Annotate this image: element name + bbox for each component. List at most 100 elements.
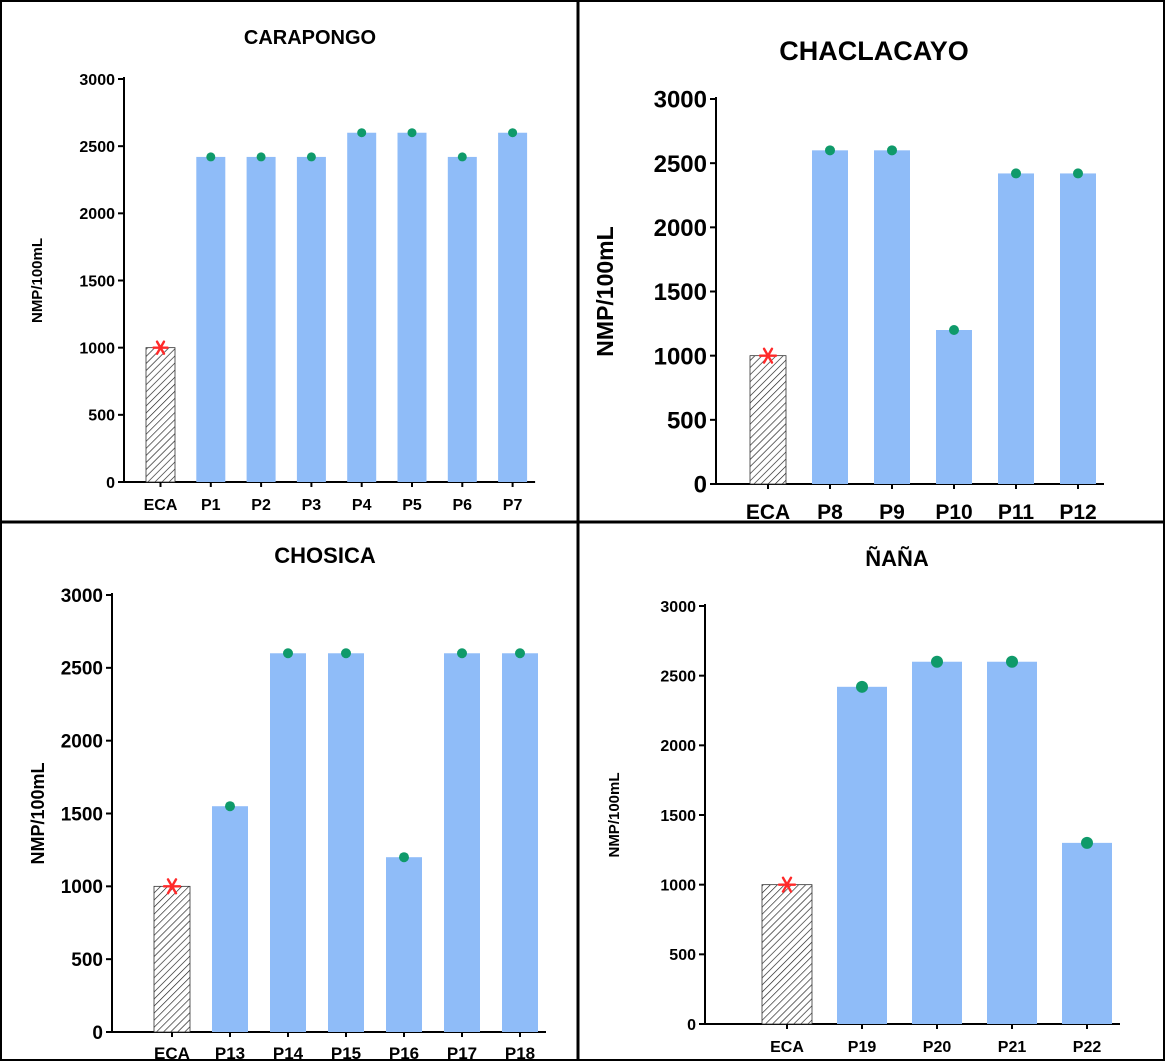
x-tick-label: P2	[251, 497, 271, 514]
y-tick-label: 1500	[654, 279, 707, 306]
bar-p4	[347, 132, 377, 482]
bar-p11	[998, 173, 1034, 484]
point-marker	[399, 852, 409, 863]
x-tick-label: P11	[998, 501, 1035, 524]
x-tick-label: ECA	[144, 497, 178, 514]
bar-p15	[328, 653, 364, 1032]
y-tick-label: 2500	[654, 151, 707, 178]
bar-p1	[196, 156, 226, 482]
point-marker	[306, 152, 316, 162]
y-tick-label: 1000	[61, 877, 103, 898]
point-marker	[1011, 168, 1021, 179]
y-tick-label: 0	[92, 1023, 103, 1044]
bar-p9	[874, 150, 910, 485]
point-marker	[949, 325, 959, 335]
y-tick-label: 1500	[660, 808, 696, 825]
y-tick-label: 1000	[654, 343, 707, 370]
bar-p2	[246, 156, 276, 482]
y-tick-label: 3000	[654, 87, 707, 114]
y-tick-label: 0	[694, 472, 707, 499]
point-marker	[457, 152, 467, 162]
eca-marker	[758, 347, 778, 364]
bar-eca	[153, 885, 191, 1033]
bar-p12	[1060, 173, 1096, 484]
bar-p17	[444, 653, 480, 1032]
bar-p6	[447, 156, 477, 482]
y-tick-label: 2500	[79, 139, 115, 156]
bar-p21	[987, 661, 1037, 1024]
y-axis-label: NMP/100mL	[592, 226, 618, 356]
x-tick-label: P4	[352, 497, 372, 514]
x-tick-label: P13	[215, 1044, 245, 1061]
x-tick-label: P18	[505, 1044, 535, 1061]
point-marker	[1006, 655, 1018, 668]
x-tick-label: P10	[935, 501, 972, 524]
point-marker	[508, 128, 518, 138]
chart-panel-3: CHOSICA NMP/100mL 0 500 1000 1500 2000 2500 3000…	[28, 543, 546, 1061]
x-tick-label: P5	[402, 497, 422, 514]
chart-title: CARAPONGO	[244, 27, 376, 49]
bar-p16	[386, 857, 422, 1032]
bar-p5	[397, 132, 427, 482]
y-tick-label: 2000	[660, 738, 696, 755]
y-tick-label: 1500	[79, 273, 115, 290]
y-tick-label: 0	[106, 475, 115, 492]
x-tick-label: P21	[998, 1039, 1027, 1056]
point-marker	[887, 145, 897, 156]
bar-p8	[812, 150, 848, 485]
y-axis-label: NMP/100mL	[29, 238, 46, 323]
y-tick-label: 1000	[660, 877, 696, 894]
y-tick-label: 3000	[79, 72, 115, 89]
bar-p13	[212, 806, 248, 1032]
x-tick-label: ECA	[154, 1044, 190, 1061]
point-marker	[357, 128, 367, 138]
y-tick-label: 3000	[660, 599, 696, 616]
x-tick-label: P12	[1059, 501, 1096, 524]
point-marker	[931, 655, 943, 668]
y-tick-label: 2000	[61, 732, 103, 753]
y-tick-label: 1000	[79, 340, 115, 357]
chart-title: CHACLACAYO	[779, 36, 969, 66]
x-tick-label: P16	[389, 1044, 419, 1061]
x-tick-label: ECA	[746, 501, 790, 524]
point-marker	[515, 648, 525, 659]
point-marker	[1081, 836, 1093, 849]
point-marker	[225, 801, 235, 812]
bar-p10	[936, 330, 972, 484]
bar-p22	[1062, 842, 1112, 1024]
point-marker	[256, 152, 266, 162]
y-axis-label: NMP/100mL	[28, 762, 48, 864]
point-marker	[341, 648, 351, 659]
x-tick-label: P6	[453, 497, 473, 514]
point-marker	[407, 128, 417, 138]
point-marker	[825, 145, 835, 156]
bar-p7	[498, 132, 528, 482]
y-tick-label: 2000	[79, 206, 115, 223]
x-tick-label: P3	[302, 497, 322, 514]
eca-marker	[162, 878, 182, 895]
chart-title: CHOSICA	[274, 543, 376, 568]
eca-marker	[777, 876, 797, 893]
bar-p18	[502, 653, 538, 1032]
bar-p19	[837, 686, 887, 1024]
point-marker	[457, 648, 467, 659]
y-tick-label: 500	[88, 408, 115, 425]
bar-p20	[912, 661, 962, 1024]
x-tick-label: P22	[1073, 1039, 1102, 1056]
bar-p3	[296, 156, 326, 482]
eca-marker	[152, 340, 169, 355]
point-marker	[206, 152, 216, 162]
x-tick-label: P14	[273, 1044, 304, 1061]
y-tick-label: 1500	[61, 804, 103, 825]
charts-layer: CARAPONGO NMP/100mL 0 500 1000 1500 2000 2500 30…	[28, 27, 1120, 1061]
y-tick-label: 500	[667, 407, 707, 434]
y-axis-label: NMP/100mL	[606, 772, 623, 857]
x-tick-label: P17	[447, 1044, 477, 1061]
y-tick-label: 0	[687, 1017, 696, 1034]
bar-eca	[749, 355, 787, 485]
y-tick-label: 500	[71, 950, 103, 971]
x-tick-label: P15	[331, 1044, 361, 1061]
y-tick-label: 2500	[660, 668, 696, 685]
